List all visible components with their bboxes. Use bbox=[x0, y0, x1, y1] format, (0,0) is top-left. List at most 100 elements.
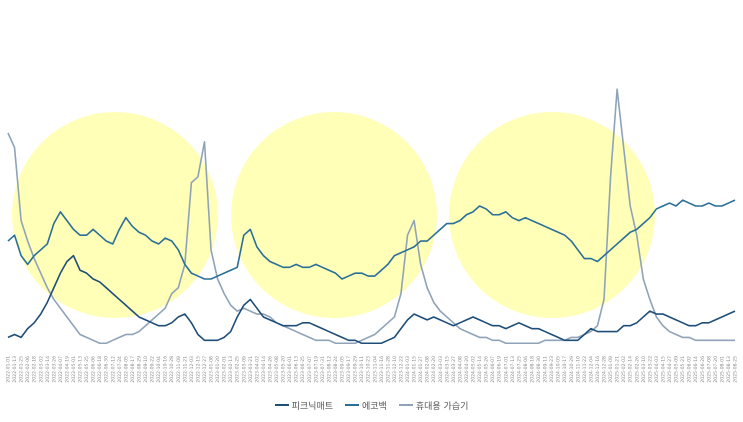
series-line-2 bbox=[7, 88, 735, 345]
legend-item: 피크닉매트 bbox=[274, 399, 333, 412]
x-tick-label: 2024-03-27 bbox=[451, 356, 457, 383]
x-tick-label: 2024-11-10 bbox=[575, 356, 581, 383]
x-tick-label: 2022-08-05 bbox=[123, 356, 129, 383]
x-tick-label: 2025-08-25 bbox=[733, 356, 739, 383]
x-tick-label: 2022-01-13 bbox=[12, 356, 18, 383]
x-tick-label: 2024-09-11 bbox=[543, 356, 549, 383]
x-tick-label: 2024-03-03 bbox=[438, 356, 444, 383]
legend-label: 휴대용 가습기 bbox=[415, 401, 469, 412]
x-tick-label: 2023-04-02 bbox=[254, 356, 260, 383]
legend-swatch bbox=[274, 404, 289, 406]
x-tick-label: 2023-11-28 bbox=[385, 356, 391, 383]
x-tick-label: 2023-12-10 bbox=[392, 356, 398, 383]
x-tick-label: 2024-10-17 bbox=[562, 356, 568, 383]
x-tick-label: 2022-03-14 bbox=[45, 356, 51, 383]
x-tick-label: 2022-09-22 bbox=[150, 356, 156, 383]
x-tick-label: 2022-10-04 bbox=[156, 356, 162, 383]
legend: 피크닉매트 에코백 휴대용 가습기 bbox=[0, 397, 743, 413]
x-tick-label: 2022-06-18 bbox=[97, 356, 103, 383]
series-line-0 bbox=[7, 254, 736, 345]
x-tick-label: 2023-10-11 bbox=[359, 356, 365, 383]
x-tick-label: 2023-12-22 bbox=[398, 356, 404, 383]
x-tick-label: 2024-09-23 bbox=[549, 356, 555, 383]
highlight-circles bbox=[12, 112, 655, 318]
x-tick-label: 2024-04-20 bbox=[464, 356, 470, 383]
x-axis-ticks: 2022-01-01 2022-01-13 2022-01-25 2022-02-06… bbox=[6, 356, 739, 383]
series-line-1 bbox=[7, 199, 736, 280]
x-tick-label: 2024-12-04 bbox=[588, 356, 594, 383]
legend-label: 피크닉매트 bbox=[291, 401, 333, 412]
x-tick-label: 2023-07-19 bbox=[313, 356, 319, 383]
x-tick-label: 2023-03-21 bbox=[248, 356, 254, 383]
x-tick-label: 2024-10-05 bbox=[556, 356, 562, 383]
x-tick-label: 2024-12-28 bbox=[602, 356, 608, 383]
x-tick-label: 2023-04-14 bbox=[261, 356, 267, 383]
x-tick-label: 2023-11-16 bbox=[379, 356, 385, 383]
x-tick-label: 2022-11-09 bbox=[176, 356, 182, 383]
x-tick-label: 2022-03-02 bbox=[38, 356, 44, 383]
x-tick-label: 2025-01-09 bbox=[608, 356, 614, 383]
x-tick-label: 2023-01-08 bbox=[209, 356, 215, 383]
x-tick-label: 2022-05-25 bbox=[84, 356, 90, 383]
x-tick-label: 2024-02-08 bbox=[425, 356, 431, 383]
x-tick-label: 2024-10-29 bbox=[569, 356, 575, 383]
x-tick-label: 2022-11-21 bbox=[182, 356, 188, 383]
x-tick-label: 2024-07-25 bbox=[516, 356, 522, 383]
x-tick-label: 2025-04-27 bbox=[667, 356, 673, 383]
legend-swatch bbox=[398, 404, 413, 406]
x-tick-label: 2024-02-20 bbox=[431, 356, 437, 383]
x-tick-label: 2025-08-13 bbox=[726, 356, 732, 383]
x-tick-label: 2023-03-09 bbox=[241, 356, 247, 383]
legend-label: 에코백 bbox=[362, 401, 387, 412]
x-tick-label: 2022-09-10 bbox=[143, 356, 149, 383]
x-tick-label: 2023-07-31 bbox=[320, 356, 326, 383]
x-tick-label: 2025-04-03 bbox=[654, 356, 660, 383]
x-tick-label: 2023-05-08 bbox=[274, 356, 280, 383]
x-tick-label: 2023-10-23 bbox=[366, 356, 372, 383]
x-tick-label: 2024-11-22 bbox=[582, 356, 588, 383]
x-tick-label: 2022-06-06 bbox=[91, 356, 97, 383]
x-tick-label: 2023-09-29 bbox=[353, 356, 359, 383]
x-tick-label: 2024-06-19 bbox=[497, 356, 503, 383]
x-tick-label: 2022-02-18 bbox=[32, 356, 38, 383]
highlight-circle bbox=[231, 112, 437, 318]
x-tick-label: 2024-12-16 bbox=[595, 356, 601, 383]
x-tick-label: 2023-08-24 bbox=[333, 356, 339, 383]
x-tick-label: 2023-07-07 bbox=[307, 356, 313, 383]
x-tick-label: 2024-07-01 bbox=[503, 356, 509, 383]
x-tick-label: 2023-06-01 bbox=[287, 356, 293, 383]
x-tick-label: 2025-03-10 bbox=[641, 356, 647, 383]
x-tick-label: 2025-02-02 bbox=[621, 356, 627, 383]
x-tick-label: 2024-07-13 bbox=[510, 356, 516, 383]
legend-item: 휴대용 가습기 bbox=[398, 399, 469, 412]
x-tick-label: 2022-01-01 bbox=[6, 356, 12, 383]
highlight-circle bbox=[12, 112, 218, 318]
legend-swatch bbox=[345, 404, 359, 406]
x-tick-label: 2024-05-26 bbox=[484, 356, 490, 383]
x-tick-label: 2024-05-14 bbox=[477, 356, 483, 383]
x-tick-label: 2023-08-12 bbox=[326, 356, 332, 383]
x-tick-label: 2025-06-02 bbox=[687, 356, 693, 383]
x-tick-label: 2023-04-26 bbox=[267, 356, 273, 383]
x-tick-label: 2023-02-01 bbox=[222, 356, 228, 383]
x-tick-label: 2022-03-26 bbox=[51, 356, 57, 383]
x-tick-label: 2025-03-22 bbox=[647, 356, 653, 383]
x-tick-label: 2022-04-07 bbox=[58, 356, 64, 383]
x-tick-label: 2022-12-15 bbox=[195, 356, 201, 383]
x-tick-label: 2024-01-03 bbox=[405, 356, 411, 383]
legend-item: 에코백 bbox=[345, 399, 387, 412]
x-tick-label: 2023-02-25 bbox=[235, 356, 241, 383]
x-tick-label: 2025-01-21 bbox=[615, 356, 621, 383]
x-tick-label: 2022-07-24 bbox=[117, 356, 123, 383]
x-tick-label: 2022-06-30 bbox=[104, 356, 110, 383]
x-tick-label: 2025-06-14 bbox=[693, 356, 699, 383]
x-tick-label: 2022-05-01 bbox=[71, 356, 77, 383]
x-tick-label: 2023-09-05 bbox=[340, 356, 346, 383]
x-tick-label: 2024-03-15 bbox=[444, 356, 450, 383]
x-tick-label: 2024-01-27 bbox=[418, 356, 424, 383]
x-tick-label: 2023-02-13 bbox=[228, 356, 234, 383]
x-tick-label: 2024-06-07 bbox=[490, 356, 496, 383]
x-tick-label: 2025-07-20 bbox=[713, 356, 719, 383]
